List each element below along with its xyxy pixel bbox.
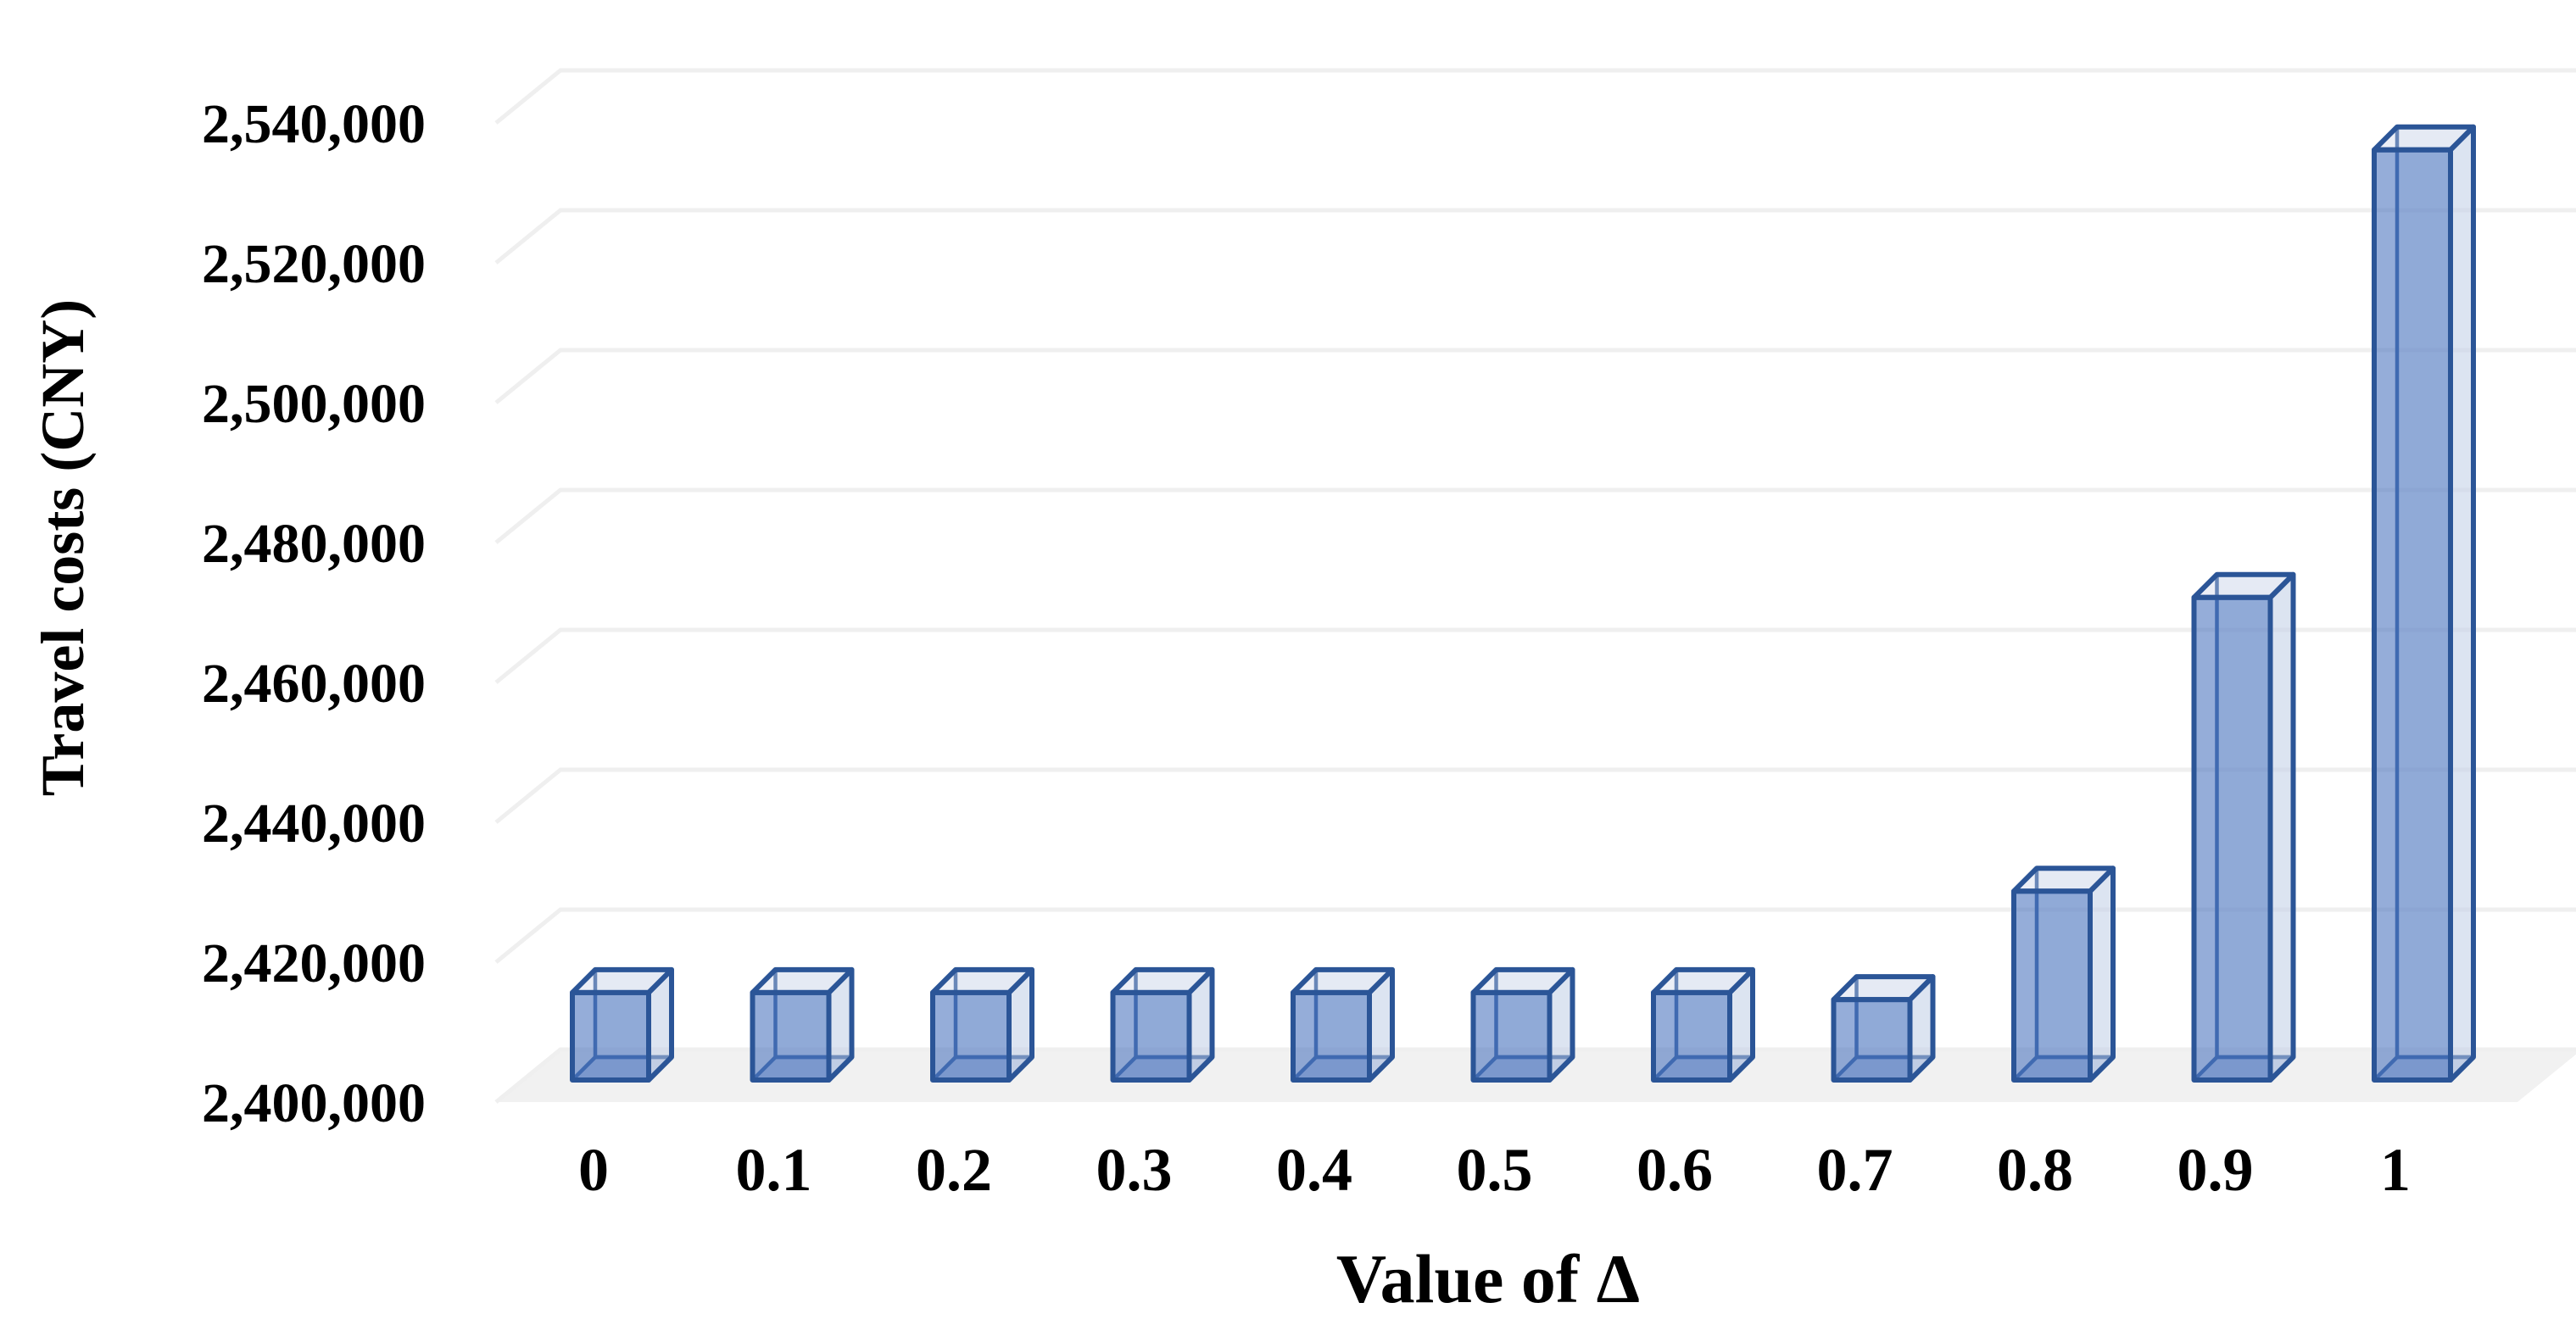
x-tick-label-0.2: 0.2 — [916, 1136, 992, 1204]
x-tick-label-0.7: 0.7 — [1817, 1136, 1893, 1204]
gridline-2,500,000 — [494, 348, 2576, 404]
bar-side-face — [2088, 866, 2116, 1083]
bar-1 — [2372, 124, 2476, 1083]
bar-0.8 — [2011, 866, 2116, 1083]
bar-0.1 — [750, 966, 855, 1083]
gridline-2,540,000 — [494, 68, 2576, 125]
y-tick-label-2,500,000: 2,500,000 — [202, 373, 426, 435]
bar-front-face — [1470, 989, 1553, 1083]
bar-front-face — [570, 989, 651, 1083]
bar-0 — [570, 966, 674, 1083]
bar-front-face — [750, 989, 832, 1083]
bar-front-face — [2191, 594, 2273, 1083]
bar-0.7 — [1831, 974, 1936, 1083]
y-tick-label-2,440,000: 2,440,000 — [202, 793, 426, 855]
bar-0.5 — [1470, 966, 1575, 1083]
bar-side-face — [2448, 124, 2476, 1083]
x-tick-label-0.5: 0.5 — [1457, 1136, 1533, 1204]
bar-front-face — [1831, 997, 1913, 1083]
y-tick-label-2,400,000: 2,400,000 — [202, 1072, 426, 1134]
bar-front-face — [930, 989, 1012, 1083]
x-tick-label-1: 1 — [2380, 1136, 2411, 1204]
bar-0.6 — [1651, 966, 1755, 1083]
bar-side-face — [2267, 571, 2296, 1083]
x-tick-label-0.1: 0.1 — [736, 1136, 812, 1204]
y-tick-label-2,540,000: 2,540,000 — [202, 93, 426, 155]
bar-front-face — [2372, 147, 2453, 1083]
gridline-2,480,000 — [494, 487, 2576, 544]
bar-front-face — [1651, 989, 1732, 1083]
bar-0.4 — [1291, 966, 1395, 1083]
x-tick-label-0.9: 0.9 — [2177, 1136, 2254, 1204]
y-tick-label-2,420,000: 2,420,000 — [202, 933, 426, 994]
y-tick-label-2,480,000: 2,480,000 — [202, 513, 426, 575]
y-tick-label-2,520,000: 2,520,000 — [202, 233, 426, 295]
x-tick-label-0.3: 0.3 — [1096, 1136, 1173, 1204]
chart-canvas: 2,400,000 2,420,000 2,440,000 2,460,000 2,48… — [34, 68, 2576, 1317]
bar-front-face — [2011, 888, 2093, 1083]
bar-0.3 — [1110, 966, 1215, 1083]
y-tick-label-2,460,000: 2,460,000 — [202, 653, 426, 715]
gridline-2,460,000 — [494, 627, 2576, 684]
bar-front-face — [1291, 989, 1372, 1083]
bar-0.9 — [2191, 571, 2296, 1083]
x-axis-title: Value of Δ — [1336, 1240, 1640, 1317]
x-tick-label-0.4: 0.4 — [1276, 1136, 1352, 1204]
bar-0.2 — [930, 966, 1034, 1083]
gridline-2,420,000 — [494, 907, 2576, 964]
x-tick-label-0.6: 0.6 — [1636, 1136, 1713, 1204]
gridline-2,520,000 — [494, 208, 2576, 264]
bar-front-face — [1110, 989, 1192, 1083]
x-tick-label-0: 0 — [578, 1136, 609, 1204]
x-tick-label-0.8: 0.8 — [1997, 1136, 2073, 1204]
y-axis-title: Travel costs (CNY) — [34, 299, 97, 797]
travel-costs-3d-bar-chart: 2,400,000 2,420,000 2,440,000 2,460,000 2,48… — [34, 14, 2576, 1325]
gridline-2,440,000 — [494, 767, 2576, 824]
